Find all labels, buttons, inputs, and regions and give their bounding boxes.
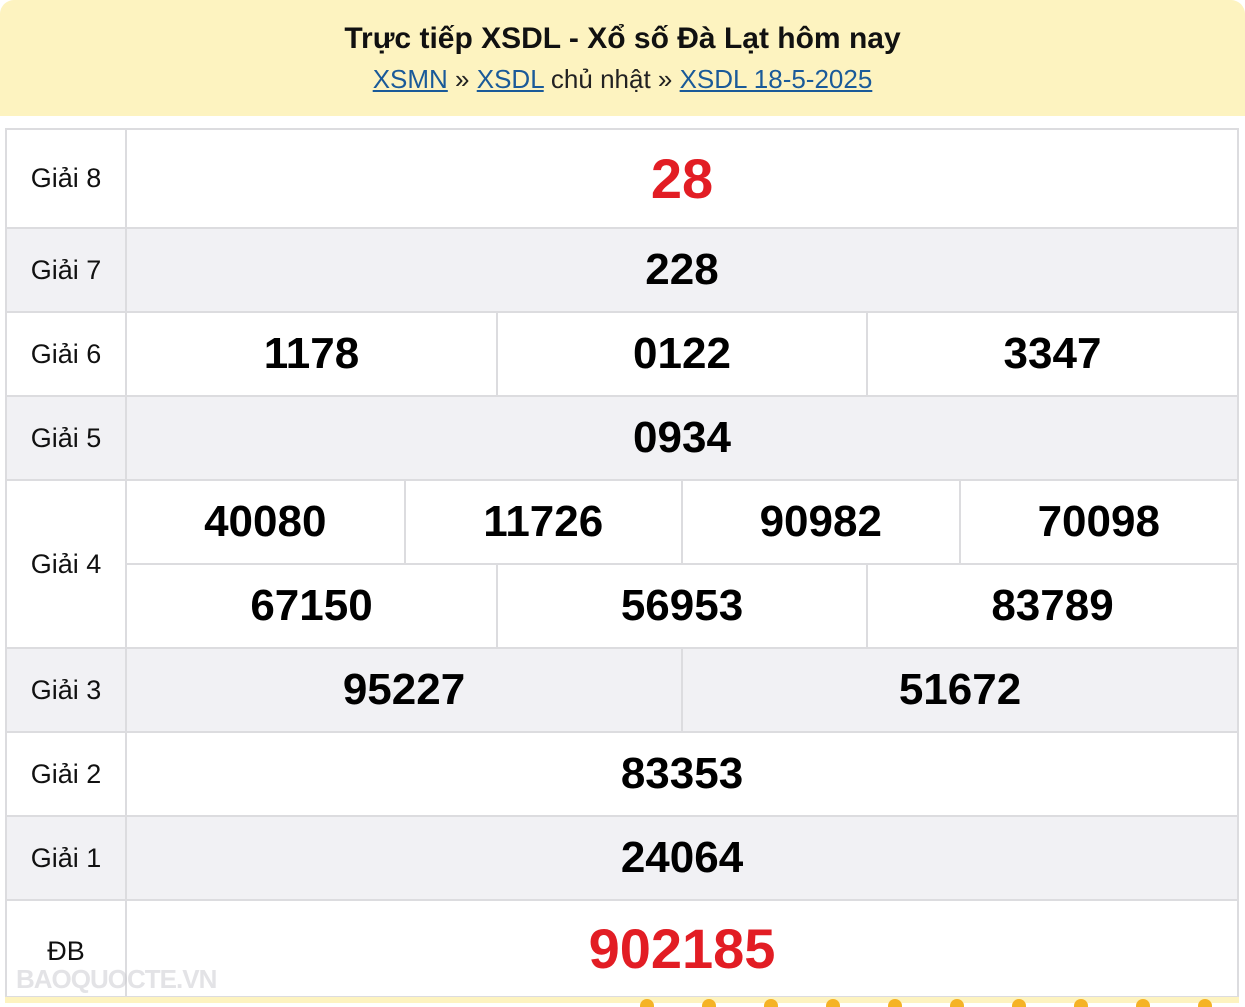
prize-label: ĐB: [5, 899, 127, 998]
prize-number: 228: [125, 227, 1239, 313]
prize-number: 0122: [496, 313, 867, 395]
breadcrumb-link-xsdl[interactable]: XSDL: [476, 64, 544, 94]
breadcrumb-text: chủ nhật »: [543, 64, 680, 94]
decorative-dot: [640, 999, 654, 1007]
row-giai-6: Giải 6 1178 0122 3347: [5, 311, 1239, 397]
prize-label: Giải 8: [5, 128, 127, 229]
row-dac-biet: ĐB 902185: [5, 899, 1239, 998]
prize-number: 24064: [125, 815, 1239, 901]
breadcrumb: XSMN » XSDL chủ nhật » XSDL 18-5-2025: [0, 64, 1245, 95]
prize-number: 902185: [125, 899, 1239, 998]
prize-number: 40080: [204, 497, 327, 546]
decorative-dot: [1012, 999, 1026, 1007]
breadcrumb-separator: »: [447, 64, 477, 94]
prize-number: 28: [125, 128, 1239, 229]
decorative-dot: [1136, 999, 1150, 1007]
decorative-dot: [950, 999, 964, 1007]
row-giai-2: Giải 2 83353: [5, 731, 1239, 817]
decorative-dot: [1074, 999, 1088, 1007]
prize-number: 95227: [127, 649, 682, 731]
prize-number: 51672: [681, 649, 1237, 731]
row-giai-4: Giải 4 40080 11726 90982 70098 67150 569…: [5, 479, 1239, 649]
breadcrumb-link-date[interactable]: XSDL 18-5-2025: [679, 64, 873, 94]
prize-number: 70098: [958, 481, 1237, 564]
decorative-dot: [1198, 999, 1212, 1007]
prize-number: 11726: [403, 481, 682, 564]
prize-number: 0934: [125, 395, 1239, 481]
row-giai-8: Giải 8 28: [5, 128, 1239, 229]
row-giai-7: Giải 7 228: [5, 227, 1239, 313]
prize-label: Giải 6: [5, 311, 127, 397]
prize-label: Giải 2: [5, 731, 127, 817]
results-table: Giải 8 28 Giải 7 228 Giải 6 1178 0122 33…: [5, 128, 1239, 998]
row-giai-5: Giải 5 0934: [5, 395, 1239, 481]
prize-number: 67150: [250, 581, 373, 630]
prize-label: Giải 7: [5, 227, 127, 313]
prize-number: 83353: [125, 731, 1239, 817]
prize-number: 83789: [866, 565, 1237, 647]
decorative-dot: [764, 999, 778, 1007]
prize-label: Giải 4: [5, 479, 127, 649]
decorative-dot: [888, 999, 902, 1007]
page-header: Trực tiếp XSDL - Xổ số Đà Lạt hôm nay XS…: [0, 0, 1245, 116]
decorative-dot: [702, 999, 716, 1007]
row-giai-1: Giải 1 24064: [5, 815, 1239, 901]
breadcrumb-link-xsmn[interactable]: XSMN: [372, 64, 448, 94]
decorative-dot: [826, 999, 840, 1007]
prize-label: Giải 1: [5, 815, 127, 901]
prize-number: 56953: [496, 565, 867, 647]
footer-strip: [5, 997, 1239, 1003]
prize-number: 1178: [263, 329, 360, 378]
row-giai-3: Giải 3 95227 51672: [5, 647, 1239, 733]
page-title: Trực tiếp XSDL - Xổ số Đà Lạt hôm nay: [344, 22, 901, 55]
prize-number: 90982: [681, 481, 960, 564]
prize-label: Giải 3: [5, 647, 127, 733]
prize-number: 3347: [866, 313, 1237, 395]
prize-label: Giải 5: [5, 395, 127, 481]
watermark: BAOQUOCTE.VN: [16, 964, 217, 994]
